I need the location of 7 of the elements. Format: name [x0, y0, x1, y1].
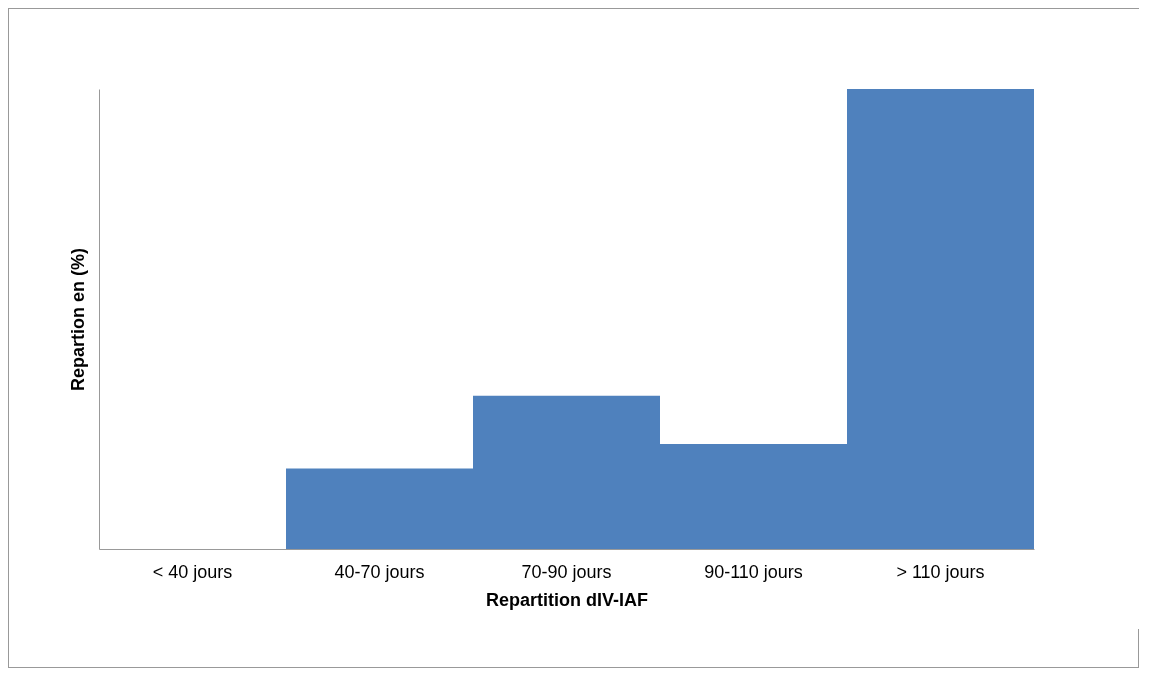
y-axis-title: Repartion en (%)	[67, 247, 88, 392]
x-tick-label: 70-90 jours	[521, 561, 612, 582]
x-tick-label: > 110 jours	[896, 561, 985, 582]
x-tick-label: 90-110 jours	[704, 561, 803, 582]
x-tick-label: 40-70 jours	[334, 561, 425, 582]
x-axis-title: Repartition dIV-IAF	[486, 589, 648, 610]
x-tick-label: < 40 jours	[152, 561, 233, 582]
